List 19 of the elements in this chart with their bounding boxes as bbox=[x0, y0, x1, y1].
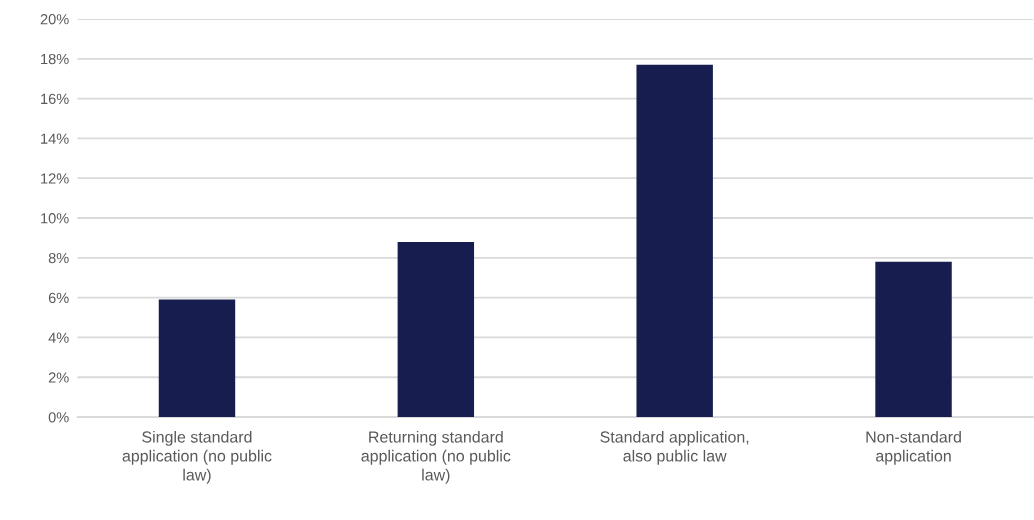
x-tick-label: Returning standard application (no public law) bbox=[361, 430, 511, 484]
x-tick-label: Non-standard application bbox=[866, 430, 961, 465]
bar bbox=[158, 299, 236, 418]
y-tick-label: 6% bbox=[48, 292, 69, 304]
y-tick-label: 0% bbox=[48, 412, 69, 423]
y-tick-label: 10% bbox=[41, 213, 69, 224]
y-tick-label: 14% bbox=[41, 133, 69, 144]
y-tick-label: 20% bbox=[40, 14, 69, 25]
y-tick-label: 16% bbox=[41, 93, 69, 105]
y-tick-label: 2% bbox=[48, 372, 69, 383]
x-tick-label: Standard application, also public law bbox=[600, 430, 749, 465]
bar bbox=[636, 64, 713, 418]
y-tick-label: 18% bbox=[41, 53, 69, 65]
bar bbox=[875, 261, 952, 418]
bar bbox=[397, 241, 475, 418]
y-tick-label: 8% bbox=[48, 252, 69, 264]
x-tick-label: Single standard application (no public law) bbox=[122, 430, 272, 484]
y-tick-label: 12% bbox=[41, 173, 69, 184]
y-tick-label: 4% bbox=[48, 332, 69, 343]
